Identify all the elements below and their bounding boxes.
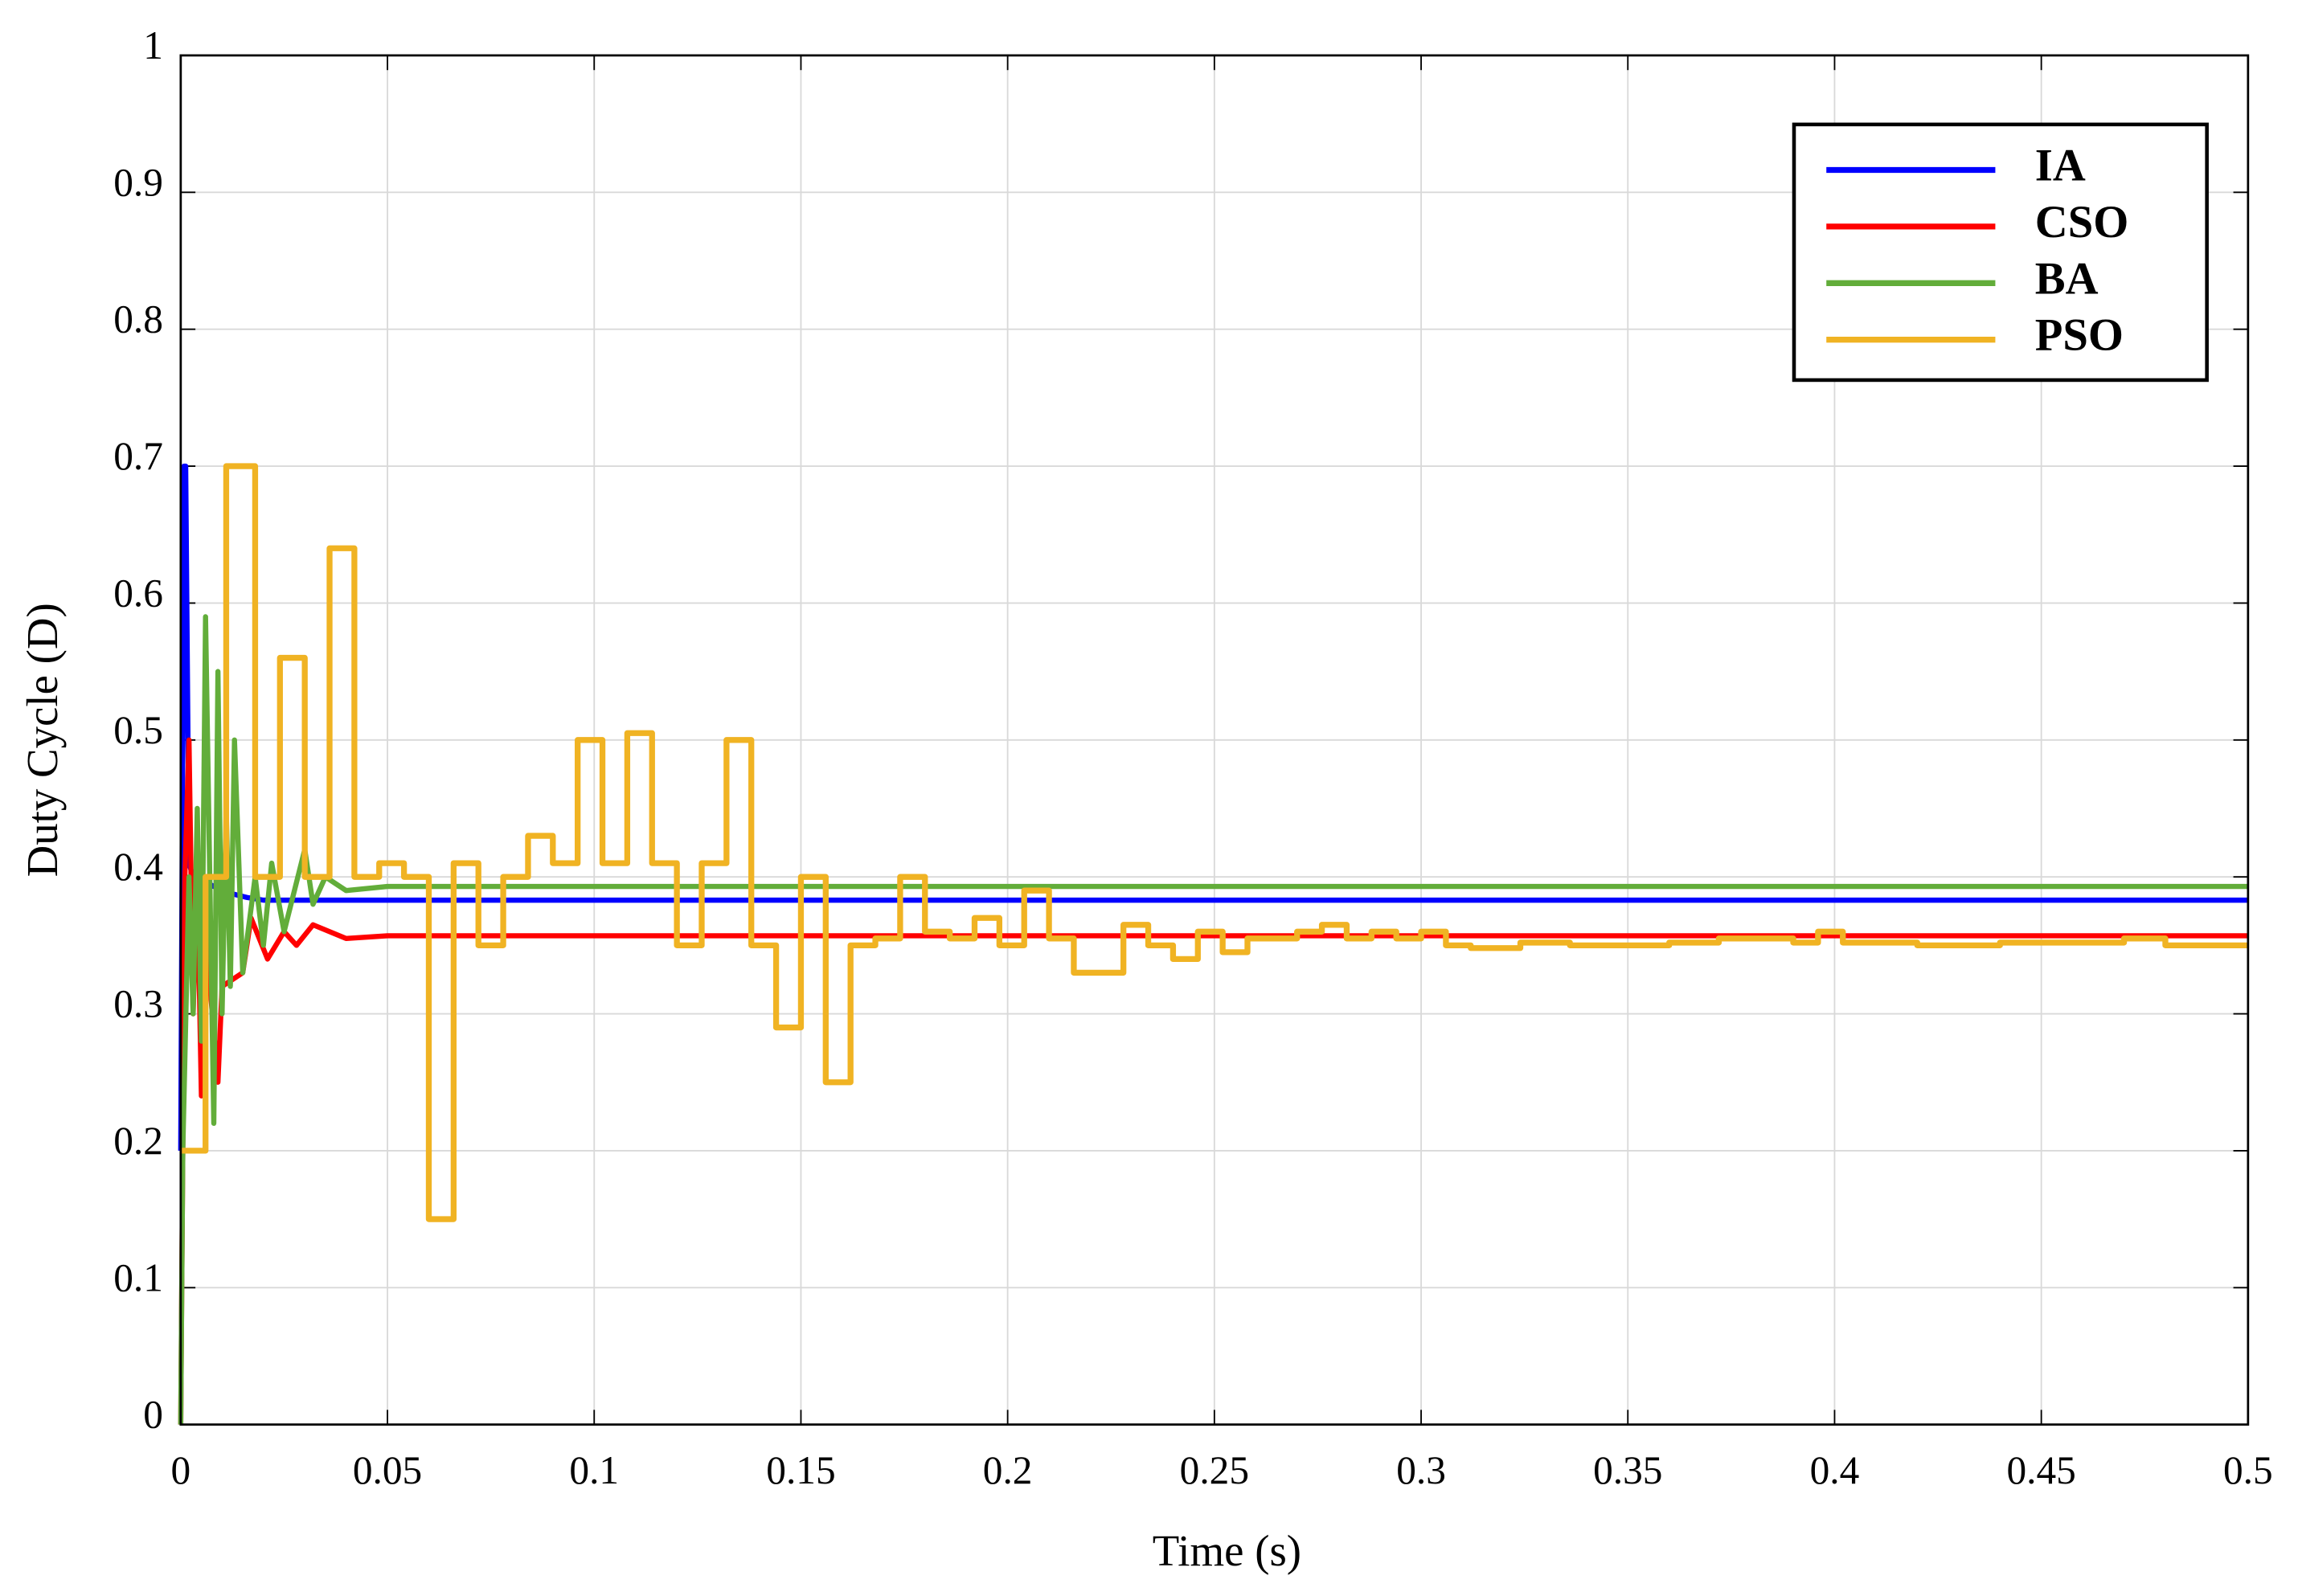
y-axis-label: Duty Cycle (D) bbox=[18, 603, 67, 877]
y-tick-label: 0.2 bbox=[113, 1119, 163, 1163]
legend-label: BA bbox=[2035, 254, 2099, 304]
y-tick-label: 0.5 bbox=[113, 708, 163, 752]
legend: IA CSO BA PSO bbox=[1792, 122, 2209, 383]
legend-label: IA bbox=[2035, 141, 2086, 191]
x-tick-label: 0.1 bbox=[569, 1448, 619, 1492]
x-tick-label: 0.2 bbox=[983, 1448, 1033, 1492]
y-tick-label: 0 bbox=[143, 1393, 163, 1437]
legend-label: CSO bbox=[2035, 198, 2129, 248]
y-tick-label: 0.6 bbox=[113, 571, 163, 615]
x-tick-label: 0.5 bbox=[2223, 1448, 2273, 1492]
x-tick-label: 0.3 bbox=[1396, 1448, 1446, 1492]
y-tick-label: 0.9 bbox=[113, 160, 163, 204]
x-tick-label: 0.45 bbox=[2006, 1448, 2075, 1492]
legend-label: PSO bbox=[2035, 311, 2124, 361]
y-tick-label: 0.7 bbox=[113, 434, 163, 478]
x-tick-label: 0 bbox=[171, 1448, 191, 1492]
plot-frame bbox=[179, 54, 2250, 1426]
y-tick-label: 0.1 bbox=[113, 1255, 163, 1299]
y-tick-label: 1 bbox=[143, 23, 163, 68]
x-tick-label: 0.25 bbox=[1180, 1448, 1249, 1492]
series-line bbox=[180, 463, 2248, 1222]
x-tick-label: 0.15 bbox=[766, 1448, 835, 1492]
x-tick-label: 0.05 bbox=[353, 1448, 422, 1492]
y-tick-label: 0.3 bbox=[113, 982, 163, 1026]
x-axis-label: Time (s) bbox=[1153, 1526, 1301, 1575]
y-tick-label: 0.4 bbox=[113, 845, 163, 889]
y-tick-label: 0.8 bbox=[113, 297, 163, 342]
series-line bbox=[178, 614, 2248, 1425]
x-tick-label: 0.35 bbox=[1593, 1448, 1662, 1492]
x-tick-label: 0.4 bbox=[1810, 1448, 1860, 1492]
